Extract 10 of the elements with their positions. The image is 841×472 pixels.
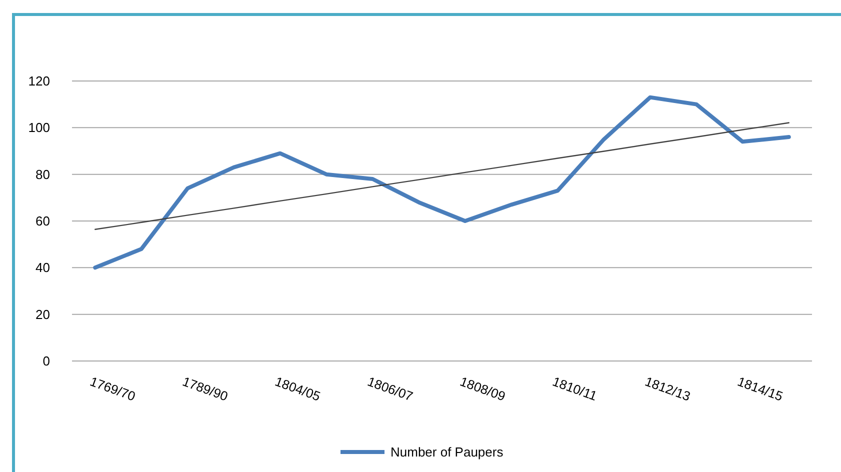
y-tick-label: 20 bbox=[36, 306, 50, 322]
legend-label: Number of Paupers bbox=[390, 444, 504, 460]
y-tick-label: 40 bbox=[36, 260, 50, 276]
y-tick-label: 120 bbox=[28, 74, 50, 89]
line-series bbox=[93, 95, 791, 270]
y-tick-label: 100 bbox=[28, 120, 50, 136]
y-tick-label: 60 bbox=[36, 214, 50, 229]
y-tick-label: 0 bbox=[42, 354, 50, 369]
y-tick-label: 80 bbox=[36, 166, 50, 182]
line-series bbox=[94, 122, 790, 230]
